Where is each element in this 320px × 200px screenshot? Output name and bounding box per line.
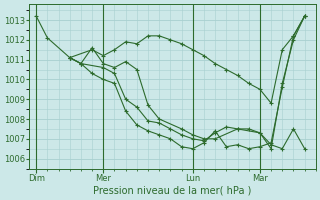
X-axis label: Pression niveau de la mer( hPa ): Pression niveau de la mer( hPa ): [93, 186, 252, 196]
